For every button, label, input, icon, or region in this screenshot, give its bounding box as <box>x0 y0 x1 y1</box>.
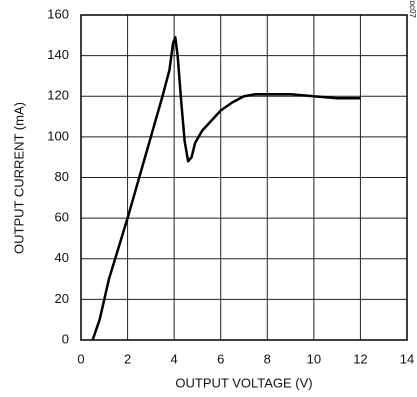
y-tick-label: 140 <box>47 47 69 62</box>
x-tick-label: 12 <box>353 351 367 366</box>
y-tick-label: 120 <box>47 88 69 103</box>
y-tick-label: 60 <box>55 210 69 225</box>
annotation: MAX3157toc07 <box>408 0 417 19</box>
x-tick-label: 0 <box>77 351 84 366</box>
y-tick-label: 0 <box>62 331 69 346</box>
y-tick-label: 80 <box>55 169 69 184</box>
y-tick-label: 40 <box>55 250 69 265</box>
y-tick-label: 160 <box>47 6 69 21</box>
x-tick-label: 4 <box>171 351 178 366</box>
x-axis-label: OUTPUT VOLTAGE (V) <box>175 375 312 390</box>
y-tick-label: 20 <box>55 291 69 306</box>
plot-frame <box>80 14 408 341</box>
x-tick-label: 8 <box>264 351 271 366</box>
line-series <box>91 36 361 341</box>
y-tick-label: 100 <box>47 128 69 143</box>
x-tick-label: 2 <box>124 351 131 366</box>
x-tick-label: 6 <box>217 351 224 366</box>
x-tick-label: 10 <box>307 351 321 366</box>
y-axis-label: OUTPUT CURRENT (mA) <box>11 102 26 254</box>
x-tick-label: 14 <box>400 351 414 366</box>
